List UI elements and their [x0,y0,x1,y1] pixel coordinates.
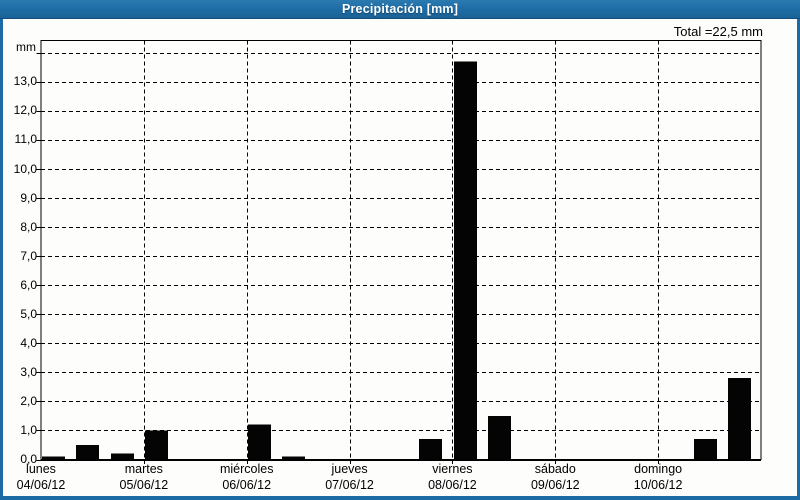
y-axis-tick-label: 9,0 [20,190,37,205]
y-axis-unit-label: mm [16,40,36,54]
y-axis-tick-label: 5,0 [20,306,37,321]
x-axis-day-label: sábado [534,462,576,476]
y-axis-tick-label: 8,0 [20,219,37,234]
y-axis-tick-label: 2,0 [20,393,37,408]
x-axis-day-label: domingo [634,462,683,476]
y-axis-tick-label: 7,0 [20,248,37,263]
x-axis-date-label: 10/06/12 [633,478,683,492]
y-axis-tick-label: 6,0 [20,277,37,292]
total-annotation: Total =22,5 mm [673,24,763,39]
y-axis-tick-label: 10,0 [13,161,37,176]
x-axis-day-label: miércoles [219,462,274,476]
x-axis-date-label: 09/06/12 [530,478,580,492]
chart-canvas [3,19,797,496]
x-axis-date-label: 08/06/12 [428,478,477,492]
y-axis-tick-label: 3,0 [20,364,37,379]
x-axis-date-label: 06/06/12 [222,478,272,492]
y-axis-tick-label: 4,0 [20,335,37,350]
x-axis-day-label: martes [124,462,163,476]
x-axis-date-label: 07/06/12 [325,478,374,492]
y-axis-tick-label: 0,0 [20,452,37,466]
x-axis-day-label: lunes [26,462,56,476]
chart-title-bar: Precipitación [mm] [0,0,800,19]
y-axis-tick-label: 1,0 [20,422,37,437]
y-axis-tick-label: 13,0 [13,74,37,89]
y-axis-tick-label: 12,0 [13,103,37,118]
chart-title: Precipitación [mm] [341,2,459,16]
x-axis-date-label: 05/06/12 [119,478,169,492]
x-axis-date-label: 04/06/12 [16,478,66,492]
x-axis-day-label: viernes [432,462,473,476]
y-axis-tick-label: 11,0 [14,132,37,147]
x-axis-day-label: jueves [331,462,368,476]
